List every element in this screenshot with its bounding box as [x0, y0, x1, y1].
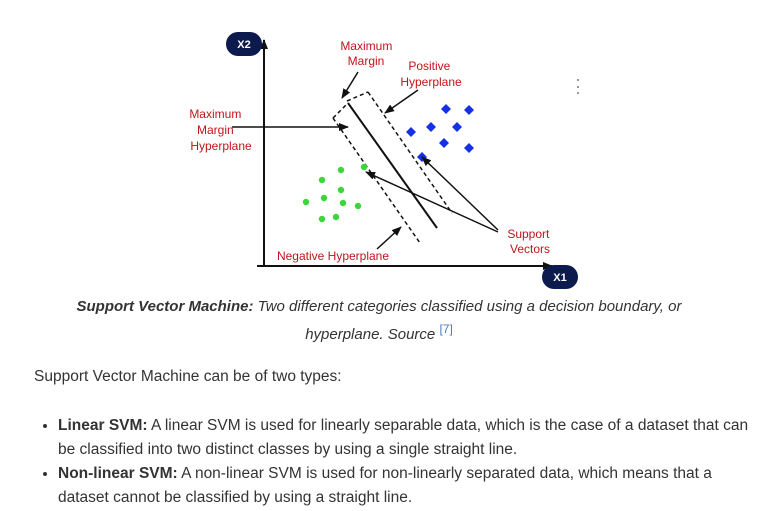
negative-point — [354, 202, 362, 210]
negative-point — [318, 215, 326, 223]
label-support-vectors: Support Vectors — [507, 227, 552, 256]
x2-axis-label: X2 — [237, 39, 250, 51]
negative-point — [339, 199, 347, 207]
positive-hyperplane — [367, 91, 453, 214]
x1-axis-pill — [542, 265, 578, 289]
positive-class-points — [406, 104, 474, 162]
list-item: Non-linear SVM: A non-linear SVM is used… — [58, 462, 758, 510]
x1-axis-label: X1 — [553, 272, 566, 284]
positive-point — [439, 138, 449, 148]
arrow-support-top — [421, 156, 499, 231]
x2-axis-pill — [226, 32, 262, 56]
positive-point — [464, 143, 474, 153]
margin-cap-left — [332, 102, 349, 119]
label-positive-hyperplane: Positive Hyperplane — [400, 59, 462, 89]
label-max-margin: Maximum Margin — [340, 39, 395, 68]
negative-point — [337, 166, 345, 174]
negative-hyperplane — [332, 117, 421, 244]
intro-text: Support Vector Machine can be of two typ… — [34, 368, 342, 385]
svm-diagram: X2 X1 Maximum Margin — [189, 32, 579, 289]
caption-reference-link[interactable]: [7] — [439, 322, 453, 336]
positive-point — [441, 104, 451, 114]
svm-types-list: Linear SVM: A linear SVM is used for lin… — [34, 414, 758, 510]
negative-point — [332, 213, 340, 221]
arrow-negative-hyperplane — [376, 226, 402, 250]
negative-class-points — [302, 163, 368, 223]
margin-cap-top — [346, 91, 369, 102]
type-description: A non-linear SVM is used for non-linearl… — [58, 465, 712, 506]
figure-caption: Support Vector Machine: Two different ca… — [40, 296, 718, 346]
positive-point — [406, 127, 416, 137]
edge-artifact — [577, 79, 579, 94]
positive-point — [426, 122, 436, 132]
list-item: Linear SVM: A linear SVM is used for lin… — [58, 414, 758, 462]
negative-point — [318, 176, 326, 184]
caption-title: Support Vector Machine: — [76, 298, 254, 315]
type-term: Linear SVM: — [58, 417, 148, 434]
negative-point — [320, 194, 328, 202]
negative-point — [360, 163, 368, 171]
label-negative-hyperplane: Negative Hyperplane — [277, 249, 389, 263]
max-margin-hyperplane — [347, 102, 438, 229]
type-description: A linear SVM is used for linearly separa… — [58, 417, 749, 458]
arrow-positive-hyperplane — [384, 89, 419, 114]
type-term: Non-linear SVM: — [58, 465, 178, 482]
caption-text: Two different categories classified usin… — [257, 298, 682, 343]
arrow-support-bottom — [365, 171, 499, 233]
label-max-margin-hyperplane: Maximum Margin Hyperplane — [189, 107, 252, 153]
positive-point — [464, 105, 474, 115]
arrow-max-margin — [341, 71, 359, 99]
negative-point — [302, 198, 310, 206]
positive-point — [452, 122, 462, 132]
negative-point — [337, 186, 345, 194]
